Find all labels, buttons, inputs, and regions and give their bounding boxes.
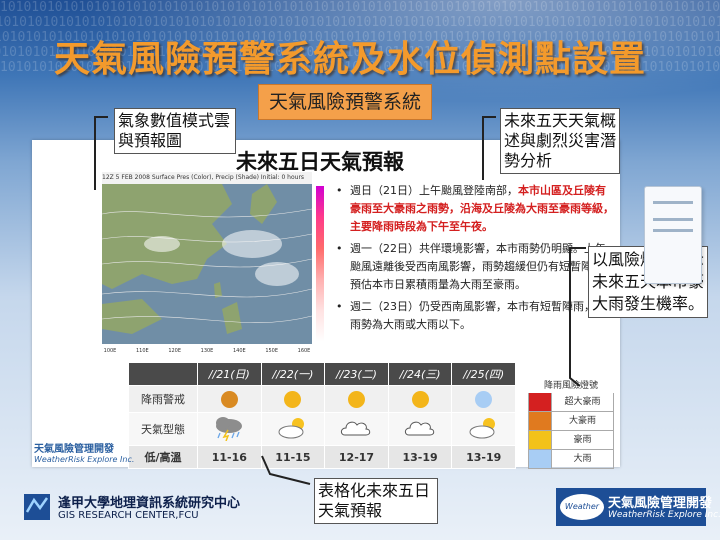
map-graphic: 100E 110E 120E 130E 140E 150E 160E — [102, 184, 312, 356]
fcu-logo-icon — [24, 494, 50, 520]
legend-title: 降雨風險燈號 — [543, 381, 598, 391]
rain-alert-light — [411, 390, 429, 408]
forecast-bullet-text: 週一（22日）共伴環境影響，本市雨勢仍明顯。上午颱風遠離後受西南風影響，雨勢趨緩… — [350, 242, 614, 291]
legend-label: 超大豪雨 — [564, 397, 601, 407]
weather-type-label: 天氣型態 — [128, 412, 198, 446]
legend-label: 豪雨 — [573, 435, 592, 445]
callout-bracket-top-right — [482, 116, 496, 180]
weather-model-map: 12Z 5 FEB 2008 Surface Pres (Color), Pre… — [102, 172, 312, 356]
slide-logo-sub: WeatherRisk Explore Inc. — [34, 455, 135, 464]
forecast-bullet-text: 週日（21日）上午颱風登陸南部， — [350, 184, 518, 197]
section-subtitle: 天氣風險預警系統 — [258, 84, 433, 120]
callout-forecast-summary: 未來五天天氣概述與劇烈災害潛勢分析 — [500, 108, 620, 174]
forecast-bullets: 週日（21日）上午颱風登陸南部，本市山區及丘陵有豪雨至大豪雨之雨勢，沿海及丘陵為… — [336, 182, 614, 338]
table-row-rain-alert: 降雨警戒 — [128, 385, 516, 413]
table-header-cell — [128, 362, 198, 386]
weatherrisk-logo-en: WeatherRisk Explore Inc. — [608, 510, 720, 520]
callout-pointer-bottom — [261, 455, 311, 485]
map-axis-ticks: 100E 110E 120E 130E 140E 150E 160E — [104, 348, 311, 354]
slide-logo: 天氣風險管理開發 WeatherRisk Explore Inc. — [34, 440, 134, 464]
map-tick-label: 110E — [136, 348, 149, 354]
rain-alert-light — [284, 390, 302, 408]
temperature-cell: 11-15 — [260, 445, 326, 469]
map-tick-label: 150E — [265, 348, 278, 354]
legend-swatch — [529, 450, 552, 468]
rain-alert-light — [475, 390, 493, 408]
temperature-cell: 12-17 — [324, 445, 389, 469]
map-tick-label: 100E — [104, 348, 117, 354]
binary-line: 1010101010101010101010101010101010101010… — [0, 15, 720, 30]
callout-pointer-right — [569, 247, 586, 387]
forecast-title: 未來五日天氣預報 — [236, 150, 404, 174]
table-header-cell: //25(四) — [451, 362, 516, 386]
cloud-icon — [404, 421, 435, 435]
rain-alert-light — [347, 390, 365, 408]
callout-table-forecast: 表格化未來五日天氣預報 — [314, 478, 438, 524]
temperature-cell: 13-19 — [387, 445, 453, 469]
map-tick-label: 140E — [233, 348, 246, 354]
callout-model-maps: 氣象數值模式雲與預報圖 — [114, 108, 236, 154]
fcu-logo-cn: 逢甲大學地理資訊系統研究中心 — [58, 496, 241, 511]
slide-logo-text: 天氣風險管理開發 — [34, 444, 114, 455]
forecast-bullet: 週二（23日）仍受西南風影響，本市有短暫陣雨，且雨勢為大雨或大雨以下。 — [336, 298, 614, 334]
weatherrisk-logo-mark: Weather — [560, 494, 604, 520]
legend-swatch — [529, 412, 552, 430]
sun-cloud-icon — [278, 417, 304, 438]
table-header-row: //21(日) //22(一) //23(二) //24(三) //25(四) — [128, 362, 516, 386]
thunder-rain-icon — [216, 416, 243, 441]
forecast-bullet: 週一（22日）共伴環境影響，本市雨勢仍明顯。上午颱風遠離後受西南風影響，雨勢趨緩… — [336, 240, 614, 294]
map-tick-label: 160E — [298, 348, 311, 354]
legend-swatch — [529, 393, 552, 411]
map-japan — [250, 184, 277, 224]
legend-item: 超大豪雨 — [528, 393, 614, 412]
forecast-bullet-text: 本市山區及丘陵有豪雨至大豪雨之雨勢，沿海及丘陵為大雨至豪雨等級，主要降雨時段為下… — [350, 184, 614, 233]
legend-swatch — [529, 431, 552, 449]
legend-item: 大豪雨 — [528, 412, 614, 431]
binary-line: 1010101010101010101010101010101010101010… — [0, 0, 720, 15]
forecast-bullet: 週日（21日）上午颱風登陸南部，本市山區及丘陵有豪雨至大豪雨之雨勢，沿海及丘陵為… — [336, 182, 614, 236]
map-header: 12Z 5 FEB 2008 Surface Pres (Color), Pre… — [102, 172, 312, 184]
map-clouds — [144, 230, 299, 286]
cloud-icon — [341, 421, 371, 435]
precip-colorbar — [316, 186, 324, 342]
binary-line: 1010101010101010101010101010101010101010… — [0, 45, 720, 60]
map-tick-label: 130E — [201, 348, 214, 354]
table-header-cell: //21(日) — [197, 362, 262, 386]
rain-risk-legend: 降雨風險燈號 超大豪雨 大豪雨 豪雨 大雨 — [528, 378, 614, 469]
map-tick-label: 120E — [168, 348, 181, 354]
map-southeast-asia — [102, 299, 162, 334]
rain-alert-label: 降雨警戒 — [128, 385, 198, 413]
table-header-cell: //22(一) — [260, 362, 326, 386]
side-panel-decoration — [644, 186, 702, 284]
forecast-bullet-text: 週二（23日）仍受西南風影響，本市有短暫陣雨，且雨勢為大雨或大雨以下。 — [350, 300, 606, 331]
page-title: 天氣風險預警系統及水位偵測點設置 — [54, 38, 647, 80]
table-header-cell: //24(三) — [387, 362, 453, 386]
binary-background: 1010101010101010101010101010101010101010… — [0, 0, 720, 90]
temperature-cell: 13-19 — [451, 445, 516, 469]
table-row-temperature: 低/高溫 11-16 11-15 12-17 13-19 13-19 — [128, 445, 516, 469]
temperature-label: 低/高溫 — [128, 445, 198, 469]
binary-line: 1010101010101010101010101010101010101010… — [0, 60, 720, 75]
forecast-table: //21(日) //22(一) //23(二) //24(三) //25(四) … — [128, 362, 516, 469]
weatherrisk-logo: Weather 天氣風險管理開發 WeatherRisk Explore Inc… — [556, 488, 720, 526]
temperature-cell: 11-16 — [197, 445, 262, 469]
legend-label: 大雨 — [573, 454, 592, 464]
table-row-weather: 天氣型態 — [128, 412, 516, 446]
legend-item: 豪雨 — [528, 431, 614, 450]
map-philippines — [222, 302, 242, 334]
legend-item: 大雨 — [528, 450, 614, 469]
rain-alert-light — [220, 390, 238, 408]
map-axis-strip — [102, 344, 312, 356]
binary-line: 1010101010101010101010101010101010101010… — [0, 30, 720, 45]
weatherrisk-logo-cn: 天氣風險管理開發 — [608, 496, 713, 511]
sun-cloud-icon — [469, 417, 495, 438]
table-header-cell: //23(二) — [324, 362, 389, 386]
callout-bracket-top-left — [94, 116, 108, 190]
map-taiwan — [214, 282, 222, 298]
fcu-logo-en: GIS RESEARCH CENTER,FCU — [58, 510, 199, 521]
legend-label: 大豪雨 — [568, 416, 596, 426]
